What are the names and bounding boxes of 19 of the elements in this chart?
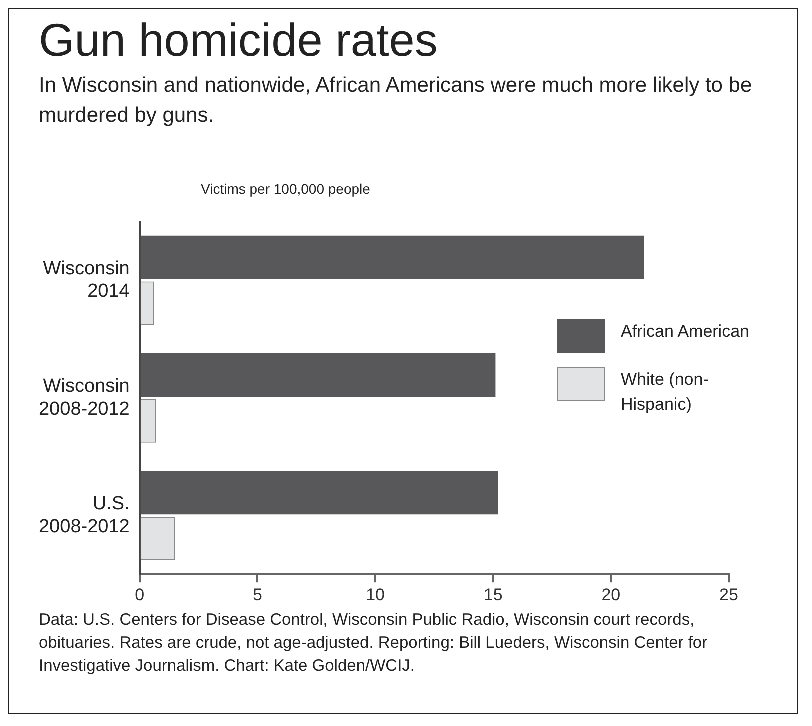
legend-label: White (non-Hispanic): [621, 369, 710, 416]
chart-title: Gun homicide rates: [39, 13, 438, 67]
bar: [140, 236, 644, 280]
legend-label: African American: [621, 321, 750, 343]
x-tick-label: 5: [252, 585, 262, 604]
x-tick-label: 20: [602, 585, 621, 604]
x-tick-label: 25: [720, 585, 738, 604]
x-tick-label: 15: [484, 585, 503, 604]
bar: [140, 353, 496, 398]
y-tick-label: Wisconsin 2008-2012: [38, 376, 130, 420]
text: Data: U.S. Centers for Disease Control, Wisconsin Public Radio, Wisconsin court records, obituaries. Rates are crude, not age-adjusted. Reporting: Bill Lueders, Wisconsin Center for Investigative Journalism. Chart: Kate Golden/WCIJ.: [39, 610, 709, 677]
y-tick-label: U.S. 2008-2012: [38, 494, 130, 538]
bar: [140, 471, 498, 515]
x-tick-label: 0: [135, 585, 145, 604]
y-tick-label: Wisconsin 2014: [43, 258, 130, 302]
chart-subtitle: In Wisconsin and nationwide, African Americans were much more likely to be murdered by guns.: [39, 73, 754, 129]
page-frame: Gun homicide rates In Wisconsin and nationwide, African Americans were much more likely to be murdered by guns. Victims per 100,000 people 0 5 10 15 20 25 Wisconsin 2014 Wisconsin 2008-2012 U.S. 2008-2012 African American White (non-Hispanic) Data: U.S. Centers for Disease Control, Wisconsin Public Radio, Wisconsin court records, obituaries. Rates are crude, not age-adjusted. Reporting: Bill Lueders, Wisconsin Center for Investigative Journalism. Chart: Kate Golden/WCIJ.: [8, 8, 798, 714]
x-axis-title: Victims per 100,000 people: [201, 181, 370, 197]
x-tick-label: 10: [366, 585, 385, 604]
